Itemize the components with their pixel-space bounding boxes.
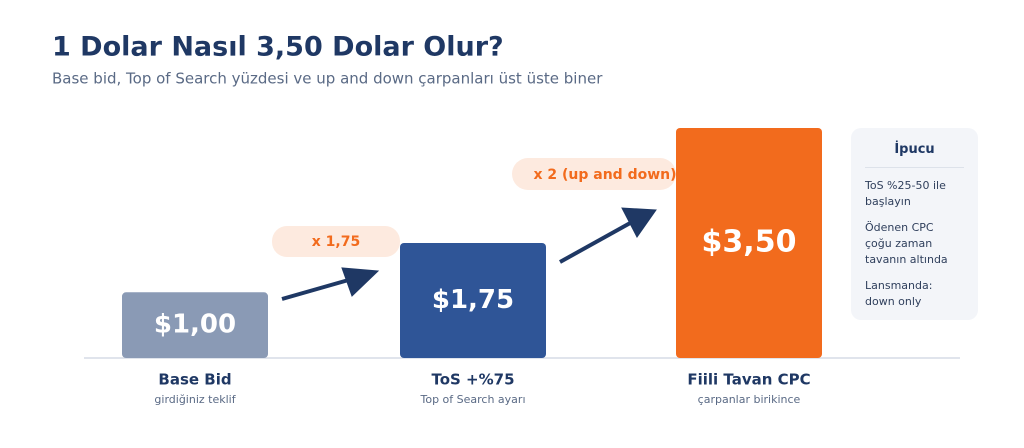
category-note: girdiğiniz teklif bbox=[154, 393, 236, 406]
bar bbox=[122, 292, 268, 358]
value-label: $1,00 bbox=[154, 310, 236, 340]
arrow-line bbox=[559, 220, 633, 264]
value-label: $3,50 bbox=[702, 225, 797, 260]
category-label: Fiili Tavan CPC bbox=[687, 371, 810, 389]
annotation-pill bbox=[272, 226, 400, 257]
value-label: $1,75 bbox=[432, 285, 514, 315]
bar bbox=[676, 128, 822, 358]
arrows bbox=[281, 207, 657, 301]
arrow-line bbox=[281, 277, 353, 301]
annotation-pill bbox=[512, 158, 676, 190]
chart-subtitle: Base bid, Top of Search yüzdesi ve up an… bbox=[52, 70, 603, 88]
category-note: Top of Search ayarı bbox=[419, 393, 525, 406]
annotation: x 1,75 bbox=[312, 234, 360, 250]
annotation: x 2 (up and down) bbox=[533, 167, 676, 183]
tip-item: Lansmanda: down only bbox=[865, 279, 933, 308]
tip-item: ToS %25-50 ile başlayın bbox=[865, 179, 946, 208]
tip-title: İpucu bbox=[865, 142, 964, 168]
category-note: çarpanlar birikince bbox=[698, 393, 801, 406]
category-label: Base Bid bbox=[158, 371, 231, 389]
tip-list: ToS %25-50 ile başlayın Ödenen CPC çoğu z… bbox=[865, 178, 964, 310]
tip-box: İpucu ToS %25-50 ile başlayın Ödenen CPC … bbox=[851, 128, 978, 320]
arrow-head bbox=[341, 267, 380, 297]
tip-item: Ödenen CPC çoğu zaman tavanın altında bbox=[865, 221, 948, 266]
chart-title: 1 Dolar Nasıl 3,50 Dolar Olur? bbox=[52, 32, 504, 63]
arrow-head bbox=[621, 207, 657, 238]
bar bbox=[400, 243, 546, 358]
category-label: ToS +%75 bbox=[431, 371, 514, 389]
